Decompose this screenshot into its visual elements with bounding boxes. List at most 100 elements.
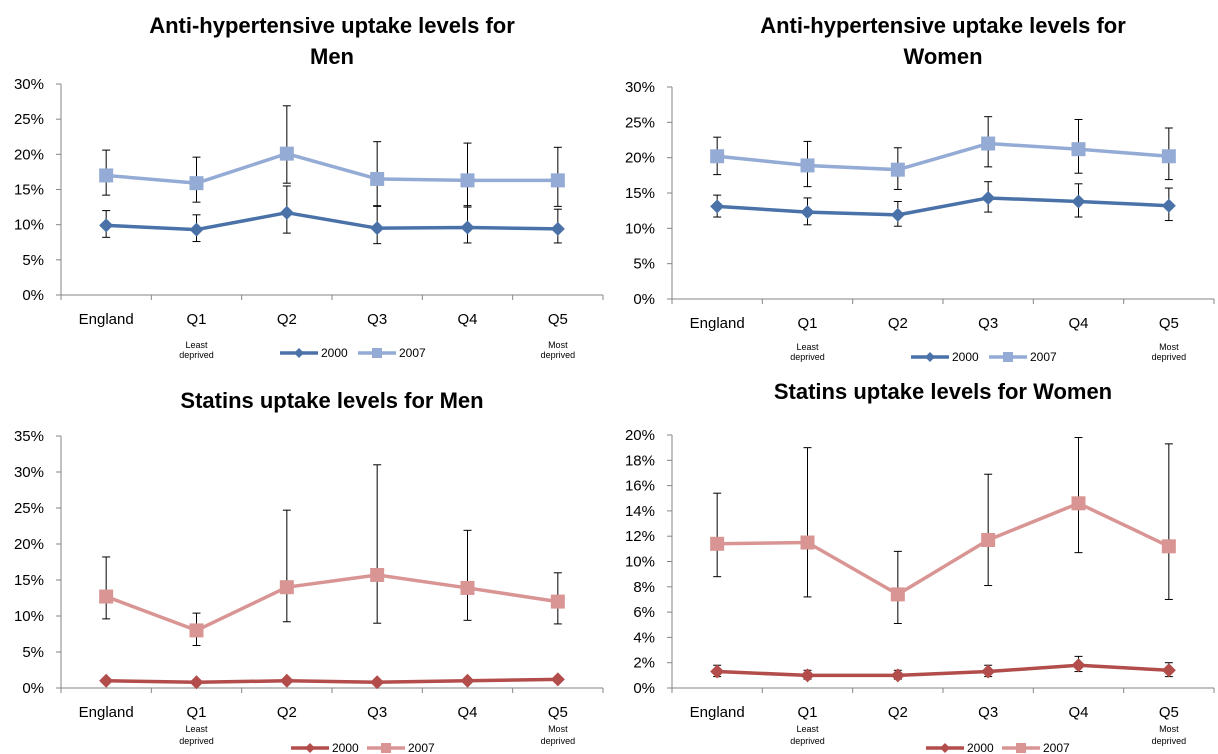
legend: 2000 2007 [280, 346, 426, 360]
series-2007 [710, 116, 1176, 190]
data-point [189, 675, 204, 690]
y-tick-label: 4% [633, 629, 655, 646]
chart-title: Statins uptake levels for Women [774, 379, 1112, 404]
x-tick-label: Q5 [1159, 704, 1179, 721]
y-tick-label: 25% [14, 500, 44, 517]
data-point [981, 664, 996, 679]
data-point [710, 199, 725, 214]
series-line-2000 [106, 677, 558, 684]
x-tick-sublabel: deprived [790, 352, 825, 362]
x-tick-label: England [690, 704, 745, 721]
data-point [370, 221, 385, 236]
x-tick-sublabel: Most [548, 724, 568, 734]
series-line-2007 [106, 151, 558, 185]
data-point [550, 594, 565, 609]
chart-title: Anti-hypertensive uptake levels for [760, 13, 1126, 38]
legend-label-2007: 2007 [408, 741, 435, 754]
y-tick-label: 10% [14, 217, 44, 234]
chart-title: Anti-hypertensive uptake levels for [149, 13, 515, 38]
y-tick-label: 15% [625, 185, 655, 202]
x-tick-label: Q1 [186, 704, 206, 721]
data-point [1071, 142, 1086, 157]
chart-title: Men [310, 44, 354, 69]
legend: 2000 2007 [291, 741, 435, 754]
x-tick-sublabel: Most [1159, 724, 1179, 734]
x-tick-label: Q2 [277, 311, 297, 328]
chart-panel-1: Anti-hypertensive uptake levels for Women… [625, 13, 1215, 364]
legend-label-2007: 2007 [399, 346, 426, 360]
y-tick-label: 20% [625, 427, 655, 444]
series-2000 [710, 655, 1176, 683]
x-tick-label: England [690, 315, 745, 332]
legend-label-2000: 2000 [952, 350, 979, 364]
data-point [550, 173, 565, 188]
data-point [550, 672, 565, 687]
x-tick-sublabel: deprived [1152, 352, 1187, 362]
x-tick-label: Q3 [978, 704, 998, 721]
y-tick-label: 10% [14, 608, 44, 625]
x-tick-sublabel: Most [1159, 342, 1179, 352]
data-point [460, 173, 475, 188]
data-point [981, 136, 996, 151]
legend-marker-2007 [381, 743, 391, 753]
x-tick-sublabel: deprived [1152, 736, 1187, 746]
legend: 2000 2007 [911, 350, 1057, 364]
data-point [460, 220, 475, 235]
x-tick-label: Q5 [548, 311, 568, 328]
series-line-2007 [716, 141, 1169, 172]
data-point [1161, 539, 1176, 554]
data-point [981, 190, 996, 205]
data-point [279, 673, 294, 688]
legend: 2000 2007 [926, 741, 1070, 754]
y-tick-label: 16% [625, 478, 655, 495]
y-tick-label: 0% [22, 287, 44, 304]
chart-title: Women [903, 44, 982, 69]
data-point [1161, 149, 1176, 164]
y-tick-label: 30% [14, 464, 44, 481]
x-tick-label: Q4 [457, 704, 477, 721]
legend-marker-2000 [294, 348, 304, 358]
data-point [710, 149, 725, 164]
data-point [460, 580, 475, 595]
x-tick-sublabel: deprived [541, 350, 576, 360]
x-tick-label: England [79, 311, 134, 328]
y-tick-label: 0% [633, 291, 655, 308]
data-point [189, 222, 204, 237]
x-tick-sublabel: deprived [179, 350, 214, 360]
legend-marker-2007 [1003, 352, 1013, 362]
y-tick-label: 5% [633, 256, 655, 273]
data-point [279, 146, 294, 161]
x-tick-label: Q4 [1068, 315, 1088, 332]
x-tick-label: Q3 [367, 311, 387, 328]
data-point [99, 218, 114, 233]
x-tick-sublabel: deprived [541, 736, 576, 746]
x-tick-label: Q1 [797, 704, 817, 721]
y-tick-label: 20% [14, 146, 44, 163]
y-tick-label: 12% [625, 528, 655, 545]
y-tick-label: 14% [625, 503, 655, 520]
legend-marker-2007 [372, 348, 382, 358]
series-line-2000 [717, 663, 1169, 678]
y-tick-label: 35% [14, 428, 44, 445]
y-tick-label: 30% [625, 79, 655, 96]
y-tick-label: 18% [625, 452, 655, 469]
x-tick-label: Q2 [277, 704, 297, 721]
x-tick-label: England [79, 704, 134, 721]
data-point [460, 673, 475, 688]
series-2000 [710, 181, 1176, 227]
x-tick-sublabel: Least [185, 340, 208, 350]
data-point [710, 536, 725, 551]
series-2000 [99, 672, 565, 690]
data-point [890, 668, 905, 683]
data-point [1071, 658, 1086, 673]
y-tick-label: 30% [14, 76, 44, 93]
data-point [370, 567, 385, 582]
y-tick-label: 10% [625, 220, 655, 237]
chart-title: Statins uptake levels for Men [180, 388, 483, 413]
y-tick-label: 5% [22, 252, 44, 269]
data-point [1071, 496, 1086, 511]
legend-marker-2000 [940, 743, 950, 753]
x-tick-sublabel: Least [796, 724, 819, 734]
x-tick-label: Q5 [1159, 315, 1179, 332]
